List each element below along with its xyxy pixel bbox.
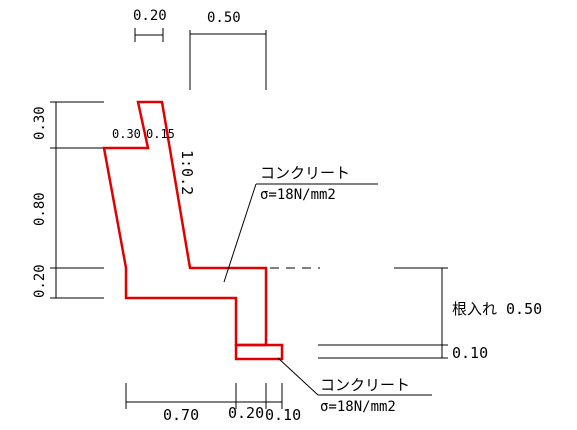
embedment-depth-label: 根入れ 0.50 (452, 300, 542, 318)
upper-callout-strength: σ=18N/mm2 (260, 187, 336, 203)
bottom-dimension-0.10: 0.10 (265, 406, 301, 424)
upper-callout-material: コンクリート (260, 164, 350, 182)
bottom-dimension-lines (125, 383, 283, 409)
notch-label-0.30: 0.30 (112, 127, 141, 141)
bottom-dimension-0.20: 0.20 (228, 404, 264, 422)
right-dimension-lines (270, 267, 448, 359)
top-dimension-0.50: 0.50 (207, 10, 241, 26)
left-dimension-0.20: 0.20 (32, 264, 48, 298)
left-dimension-0.80: 0.80 (32, 192, 48, 226)
footing-outline (234, 343, 284, 361)
top-dimension-0.20: 0.20 (133, 8, 167, 24)
left-dimension-lines (50, 101, 104, 299)
left-dimension-0.30: 0.30 (32, 106, 48, 140)
upper-callout-leader (223, 183, 378, 283)
lower-callout-leader (277, 357, 432, 396)
slope-label: 1:0.2 (178, 150, 196, 195)
notch-label-0.15: 0.15 (146, 127, 175, 141)
lower-callout-material: コンクリート (320, 376, 410, 394)
lower-callout-strength: σ=18N/mm2 (320, 399, 396, 415)
base-thickness-label: 0.10 (452, 344, 488, 362)
wall-outline (102, 100, 268, 347)
top-dimension-lines (134, 28, 267, 90)
bottom-dimension-0.70: 0.70 (163, 406, 199, 424)
